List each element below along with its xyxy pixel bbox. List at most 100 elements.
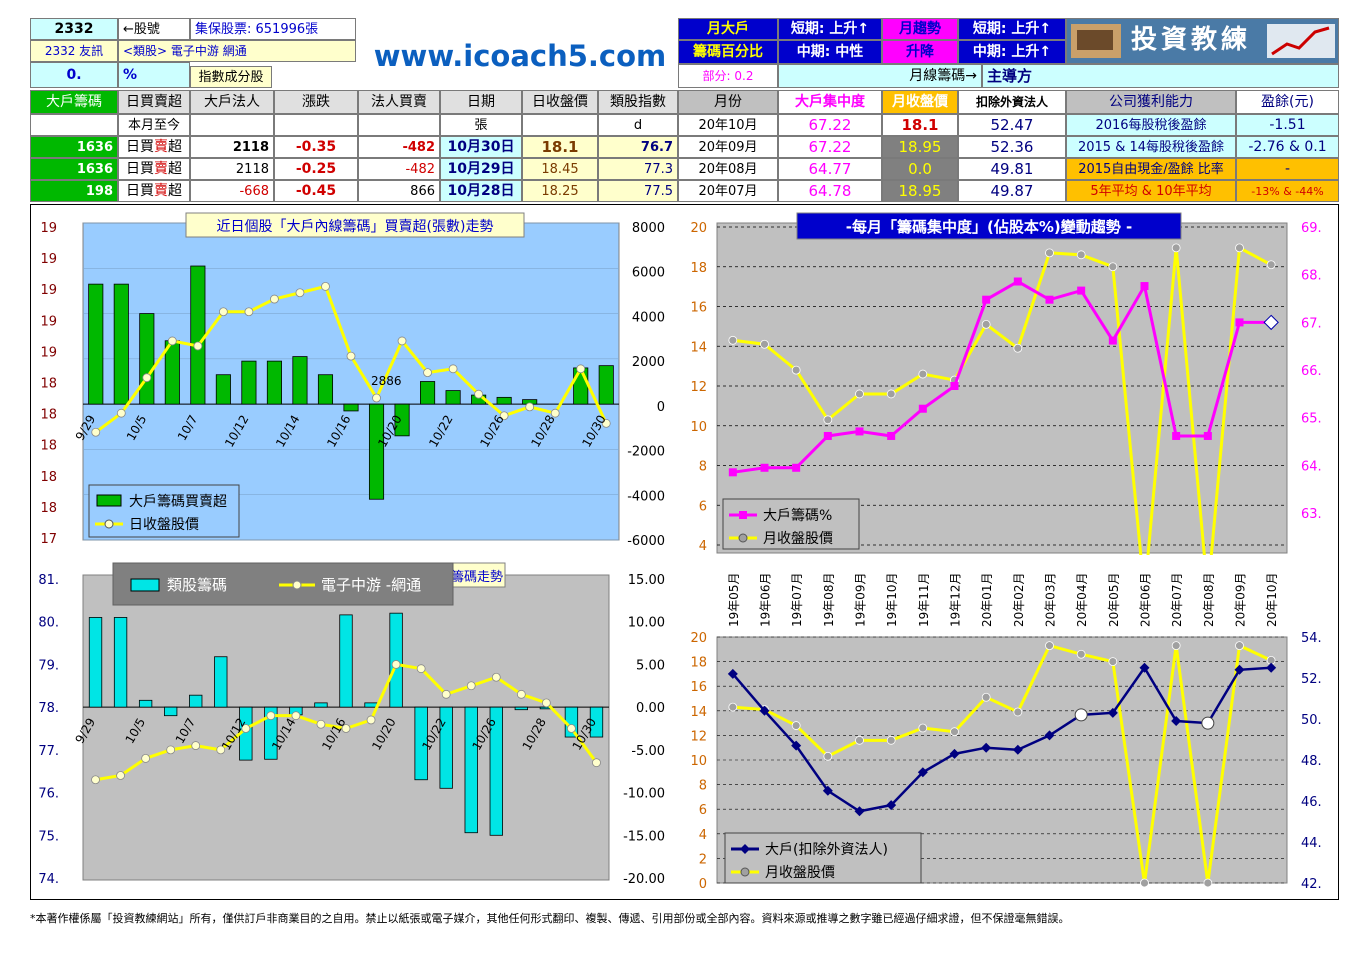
left-header-5: 日期 bbox=[440, 90, 522, 114]
left-axis-tick-label: 77. bbox=[38, 744, 59, 759]
monthly-trend-2: 升降 bbox=[882, 40, 958, 64]
rrow-month: 20年10月 bbox=[678, 114, 778, 136]
bar-sector-chips bbox=[264, 706, 278, 760]
point-concentration bbox=[792, 463, 801, 472]
right-axis-tick-label: 4000 bbox=[632, 310, 665, 325]
point-major-holder bbox=[1234, 664, 1245, 675]
point-monthly-close bbox=[918, 723, 928, 733]
left-header-7: 類股指數 bbox=[598, 90, 678, 114]
point-concentration bbox=[1045, 295, 1054, 304]
point-daily-close bbox=[474, 389, 484, 399]
point-monthly-close bbox=[1171, 243, 1181, 253]
point-sector-index bbox=[141, 753, 151, 763]
left-header-3: 漲跌 bbox=[274, 90, 358, 114]
row-change: -0.25 bbox=[274, 158, 358, 180]
chart-title: -每月「籌碼集中度」(佔股本%)變動趨勢 - bbox=[846, 218, 1132, 236]
website: www.icoach5.com bbox=[373, 38, 667, 73]
x-tick-label: 19年09月 bbox=[854, 572, 868, 627]
point-concentration bbox=[823, 431, 832, 440]
point-monthly-close bbox=[760, 339, 769, 349]
point-monthly-close bbox=[855, 389, 864, 399]
point-daily-close bbox=[525, 402, 535, 412]
legend-label: 大戶籌碼% bbox=[763, 508, 832, 524]
right-axis-tick-label: 0 bbox=[657, 400, 665, 415]
legend-marker bbox=[292, 580, 302, 590]
left-axis-tick-label: 18 bbox=[40, 439, 57, 454]
point-major-holder bbox=[917, 767, 928, 778]
point-daily-close bbox=[550, 408, 560, 418]
bar-daily-chips bbox=[292, 356, 308, 405]
right-axis-tick-label: -5.00 bbox=[631, 744, 665, 759]
line-monthly-close bbox=[732, 245, 1272, 555]
chart-major-holder-excl: 19年05月 19年06月 19年07月 19年08月 19年09月 19年10月 19年1… bbox=[690, 572, 1322, 892]
industry-line: <類股> 電子中游 網通 bbox=[118, 40, 356, 62]
point-daily-close bbox=[448, 364, 458, 374]
x-tick-label: 19年12月 bbox=[949, 572, 963, 627]
chart-monthly-concentration: 20 18 16 14 12 10 8 6 4 69. 68. 67. 66. 65. 64. 63. -每月「… bbox=[690, 212, 1322, 555]
row-date: 10月28日 bbox=[440, 180, 522, 202]
point-monthly-close bbox=[1266, 260, 1276, 270]
row-close: 18.25 bbox=[522, 180, 598, 202]
legend-label: 月收盤股價 bbox=[765, 864, 835, 881]
rrow-value: -1.51 bbox=[1236, 114, 1339, 136]
left-axis-tick-label: 4 bbox=[699, 539, 707, 554]
bar-daily-chips bbox=[394, 403, 410, 437]
right-axis-tick-label: 15.00 bbox=[628, 573, 665, 588]
x-tick-label: 20年08月 bbox=[1202, 572, 1216, 627]
right-axis-tick-label: 48. bbox=[1301, 754, 1322, 769]
point-concentration bbox=[1140, 282, 1149, 291]
left-axis-tick-label: 18 bbox=[40, 377, 57, 392]
left-subrow-7: d bbox=[598, 114, 678, 136]
point-daily-close bbox=[142, 373, 152, 383]
legend-box bbox=[88, 484, 240, 538]
right-axis-tick-label: -2000 bbox=[627, 445, 665, 460]
legend-marker bbox=[740, 844, 750, 854]
left-axis-tick-label: 8 bbox=[699, 460, 707, 475]
left-axis-tick-label: 18 bbox=[40, 470, 57, 485]
x-tick-label: 20年10月 bbox=[1265, 572, 1279, 627]
x-tick-label: 20年04月 bbox=[1075, 572, 1089, 627]
point-daily-close bbox=[346, 351, 356, 361]
right-axis-tick-label: 67. bbox=[1301, 316, 1322, 331]
left-axis-tick-label: 10 bbox=[690, 420, 707, 435]
mid-term-1: 中期: 中性 bbox=[778, 40, 882, 64]
bar-sector-chips bbox=[214, 656, 228, 708]
annotation: 2886 bbox=[371, 374, 402, 388]
bar-daily-chips bbox=[139, 313, 155, 405]
x-tick-label: 20年07月 bbox=[1170, 572, 1184, 627]
point-major-holder bbox=[1266, 662, 1277, 673]
point-monthly-close bbox=[791, 365, 801, 375]
point-monthly-close bbox=[1045, 248, 1054, 258]
point-concentration bbox=[1108, 336, 1117, 345]
percent-symbol: % bbox=[118, 62, 190, 88]
x-tick-label: 20年01月 bbox=[980, 572, 994, 627]
point-monthly-close bbox=[1235, 641, 1244, 651]
point-sector-index bbox=[416, 664, 426, 674]
bar-daily-chips bbox=[317, 374, 334, 405]
point-monthly-close bbox=[823, 415, 833, 425]
left-header-0: 大戶籌碼 bbox=[30, 90, 118, 114]
x-tick-label: 20年03月 bbox=[1044, 572, 1058, 627]
left-axis-tick-label: 76. bbox=[38, 787, 59, 802]
point-sector-index bbox=[466, 681, 476, 691]
left-header-2: 大戶法人 bbox=[190, 90, 274, 114]
bar-daily-chips bbox=[445, 390, 461, 405]
short-term-2: 短期: 上升↑ bbox=[958, 18, 1066, 40]
point-daily-close bbox=[295, 288, 305, 298]
point-monthly-close bbox=[886, 735, 896, 745]
bar-sector-chips bbox=[514, 706, 528, 711]
point-monthly-close bbox=[981, 692, 991, 702]
point-major-holder bbox=[1044, 730, 1055, 741]
point-concentration bbox=[1263, 314, 1279, 331]
rrow-month: 20年07月 bbox=[678, 180, 778, 202]
right-axis-tick-label: 64. bbox=[1301, 459, 1322, 474]
right-axis-tick-label: 44. bbox=[1301, 836, 1322, 851]
point-daily-close bbox=[423, 368, 432, 378]
bar-daily-chips bbox=[420, 381, 436, 405]
rrow-conc: 64.77 bbox=[778, 158, 882, 180]
left-axis-tick-label: 79. bbox=[38, 658, 59, 673]
rrow-item: 5年平均 & 10年平均 bbox=[1066, 180, 1236, 202]
row-change: -0.45 bbox=[274, 180, 358, 202]
point-concentration bbox=[1077, 286, 1086, 295]
right-axis-tick-label: 63. bbox=[1301, 507, 1322, 522]
